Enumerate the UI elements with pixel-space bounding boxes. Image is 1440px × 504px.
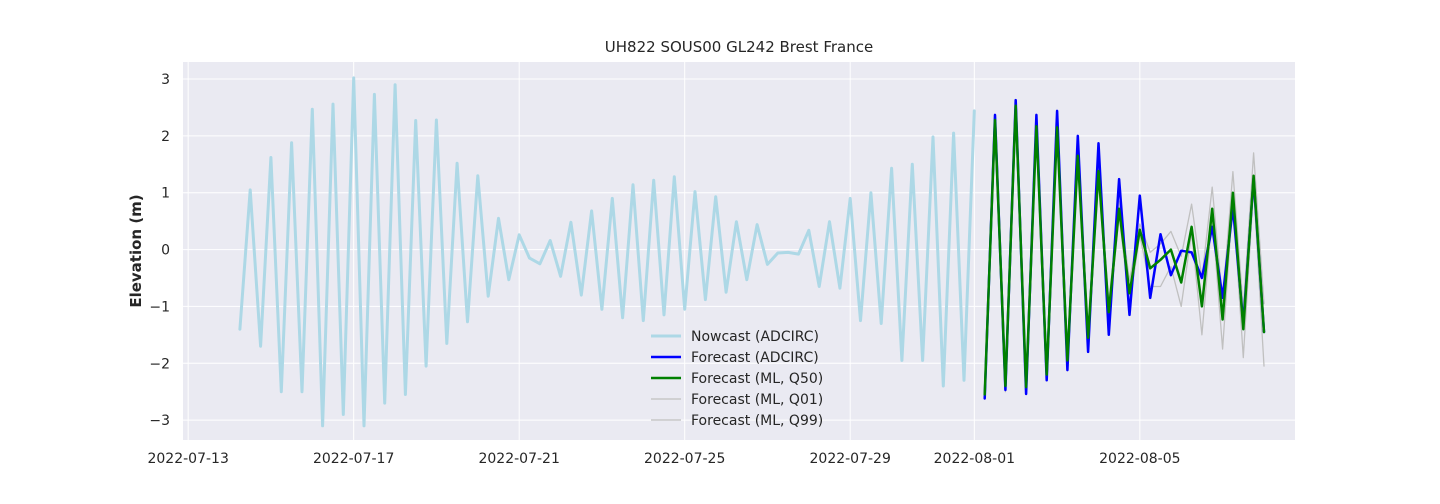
legend-entry: Forecast (ML, Q99) xyxy=(691,413,823,429)
x-tick-label: 2022-07-13 xyxy=(147,451,228,467)
legend-entry: Forecast (ML, Q50) xyxy=(691,371,823,387)
y-tick-label: 3 xyxy=(161,72,170,88)
x-tick-label: 2022-07-29 xyxy=(810,451,891,467)
legend-entry: Nowcast (ADCIRC) xyxy=(691,329,819,345)
y-tick-label: −1 xyxy=(149,299,170,315)
series-line-forecast-ml-q50 xyxy=(983,104,1266,396)
x-tick-label: 2022-08-05 xyxy=(1099,451,1180,467)
x-tick-label: 2022-08-01 xyxy=(934,451,1015,467)
x-tick-label: 2022-07-17 xyxy=(313,451,394,467)
y-tick-label: −2 xyxy=(149,356,170,372)
y-tick-label: 1 xyxy=(161,186,170,202)
legend-entry: Forecast (ML, Q01) xyxy=(691,392,823,408)
y-tick-label: 0 xyxy=(161,243,170,259)
legend: Nowcast (ADCIRC) Forecast (ADCIRC) Forecas… xyxy=(651,329,823,429)
legend-entry: Forecast (ADCIRC) xyxy=(691,350,819,366)
chart-title: UH822 SOUS00 GL242 Brest France xyxy=(604,38,874,56)
x-tick-label: 2022-07-21 xyxy=(478,451,559,467)
y-tick-label: 2 xyxy=(161,129,170,145)
series-line-nowcast-adcirc xyxy=(238,76,976,428)
x-tick-label: 2022-07-25 xyxy=(644,451,725,467)
y-tick-label: −3 xyxy=(149,413,170,429)
